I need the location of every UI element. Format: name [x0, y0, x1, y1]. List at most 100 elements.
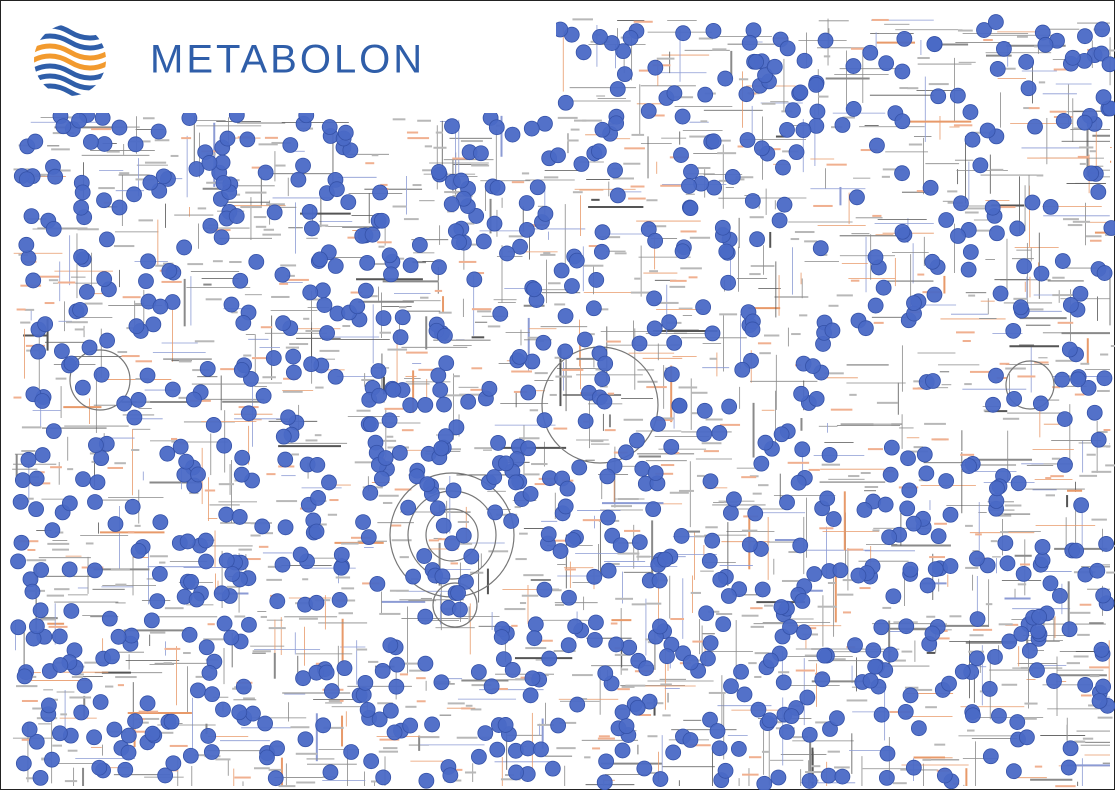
label-mark [52, 549, 69, 551]
metabolite-dot [232, 509, 247, 524]
label-mark [118, 351, 128, 353]
label-mark [680, 267, 702, 269]
label-mark [417, 700, 426, 702]
label-mark [107, 151, 120, 153]
metabolite-dot [1062, 342, 1077, 357]
metabolite-dot [719, 244, 734, 259]
metabolite-dot [925, 373, 940, 388]
label-mark [818, 606, 837, 608]
metabolite-dot [1021, 81, 1036, 96]
label-mark [115, 584, 126, 586]
label-mark [50, 466, 62, 468]
label-mark [205, 489, 215, 491]
metabolite-dot [505, 127, 520, 142]
label-mark [262, 376, 275, 378]
metabolite-dot [735, 362, 750, 377]
metabolite-dot [111, 629, 126, 644]
metabolite-dot [200, 361, 215, 376]
label-mark [949, 615, 961, 617]
label-mark [123, 296, 141, 298]
metabolite-dot [1006, 764, 1021, 779]
metabolite-dot [980, 123, 995, 138]
metabolite-dot [1033, 396, 1048, 411]
metabolite-dot [883, 467, 898, 482]
label-mark [1055, 785, 1075, 787]
metabolite-dot [259, 750, 274, 765]
metabolite-dot [613, 538, 628, 553]
label-mark [758, 342, 771, 344]
metabolite-dot [595, 122, 610, 137]
label-mark [178, 397, 186, 399]
metabolite-dot [1078, 677, 1093, 692]
metabolite-dot [29, 502, 44, 517]
metabolite-dot [998, 536, 1013, 551]
metabolite-dot [1025, 195, 1040, 210]
metabolite-dot [513, 239, 528, 254]
metabolite-dot [401, 500, 416, 515]
metabolite-dot [341, 195, 356, 210]
label-mark [1097, 390, 1110, 392]
label-mark [17, 308, 26, 310]
label-mark [702, 442, 722, 444]
metabolite-dot [965, 132, 980, 147]
metabolite-dot [183, 748, 198, 763]
metabolite-dot [874, 707, 889, 722]
label-mark [377, 241, 392, 243]
metabolite-dot [818, 33, 833, 48]
metabolite-dot [826, 512, 841, 527]
metabolite-dot [1071, 372, 1086, 387]
label-mark [164, 662, 172, 664]
metabolite-dot [219, 507, 234, 522]
label-mark [548, 282, 561, 284]
metabolite-dot [16, 756, 31, 771]
metabolite-dot [1077, 115, 1092, 130]
metabolite-dot [991, 708, 1006, 723]
metabolite-dot [610, 188, 625, 203]
label-mark [1017, 375, 1035, 377]
metabolite-dot [989, 481, 1004, 496]
metabolite-dot [334, 547, 349, 562]
label-mark [1005, 505, 1022, 507]
metabolite-dot [329, 182, 344, 197]
metabolite-dot [332, 592, 347, 607]
metabolite-dot [82, 340, 97, 355]
metabolite-dot [986, 397, 1001, 412]
metabolite-dot [258, 165, 273, 180]
label-mark [407, 137, 429, 139]
metabolite-dot [87, 494, 102, 509]
metabolite-dot [809, 77, 824, 92]
label-mark [266, 579, 282, 581]
metabolite-dot [639, 661, 654, 676]
label-mark [466, 705, 473, 707]
metabolite-dot [772, 213, 787, 228]
metabolite-dot [755, 582, 770, 597]
label-mark [27, 549, 35, 551]
metabolite-dot [240, 132, 255, 147]
metabolite-dot [784, 709, 799, 724]
metabolite-dot [383, 267, 398, 282]
label-mark [999, 623, 1013, 625]
label-mark [990, 169, 1003, 171]
metabolite-dot [320, 325, 335, 340]
label-mark [243, 697, 255, 699]
metabolite-dot [897, 31, 912, 46]
label-mark [719, 313, 737, 315]
metabolite-dot [863, 45, 878, 60]
metabolite-dot [270, 594, 285, 609]
metabolite-dot [489, 120, 504, 135]
label-mark [598, 738, 615, 740]
label-mark [399, 306, 406, 308]
metabolite-dot [771, 770, 786, 785]
label-mark [253, 650, 271, 652]
metabolite-dot [851, 568, 866, 583]
metabolite-dot [985, 200, 1000, 215]
label-mark [553, 428, 567, 430]
metabolite-dot [774, 427, 789, 442]
label-mark [315, 387, 323, 389]
metabolite-dot [857, 502, 872, 517]
label-mark [471, 708, 482, 710]
metabolite-dot [177, 240, 192, 255]
metabolite-dot [156, 169, 171, 184]
label-mark [965, 212, 979, 214]
label-mark [749, 756, 761, 758]
